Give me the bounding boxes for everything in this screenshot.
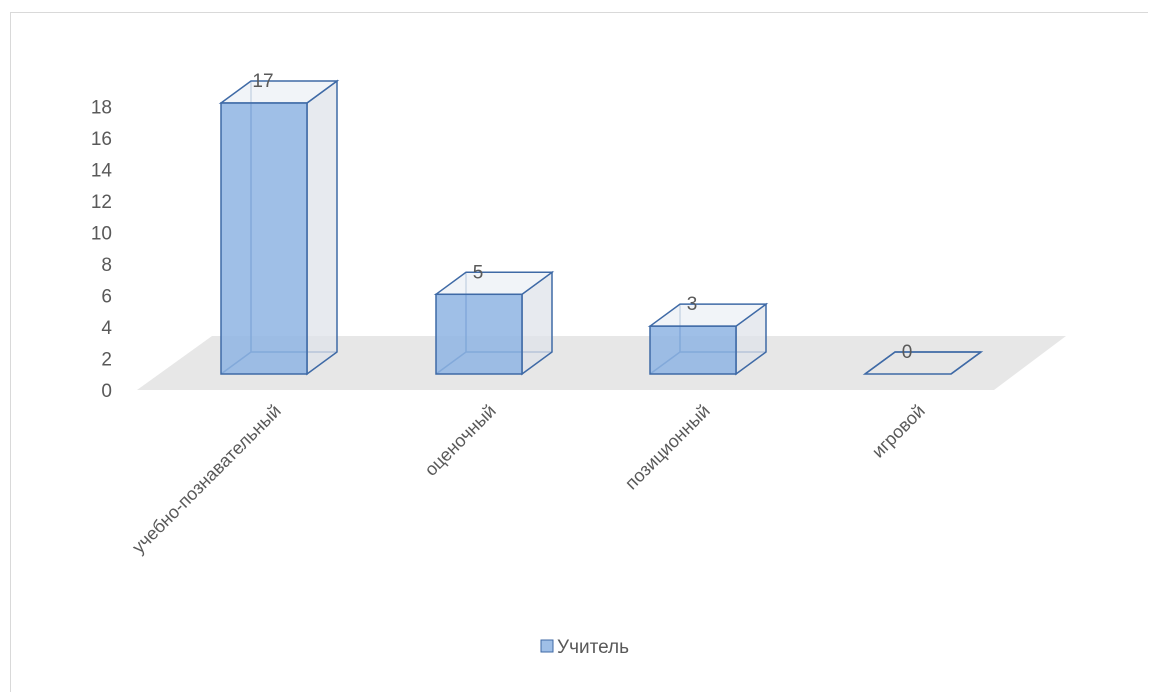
y-tick-label: 6 (101, 287, 112, 308)
y-tick-label: 10 (91, 224, 112, 245)
y-tick-label: 8 (101, 255, 112, 276)
x-tick-label: позиционный (621, 401, 714, 494)
y-tick-label: 4 (101, 318, 112, 339)
bar (650, 326, 736, 374)
legend-swatch (541, 640, 553, 652)
x-tick-label: игровой (868, 401, 929, 462)
data-label: 17 (252, 71, 273, 92)
y-tick-label: 14 (91, 161, 113, 182)
data-label: 5 (473, 262, 484, 283)
bar (436, 294, 522, 374)
bar (221, 103, 307, 374)
y-tick-label: 2 (101, 350, 112, 371)
bar-chart: 0 2 4 6 8 10 12 14 16 18 17 учебно-познавательный 5 о… (0, 0, 1150, 677)
data-label: 0 (902, 342, 913, 363)
data-label: 3 (687, 294, 698, 315)
y-tick-label: 0 (101, 381, 112, 402)
x-tick-label: оценочный (421, 401, 500, 480)
y-tick-label: 16 (91, 129, 112, 150)
x-tick-label: учебно-познавательный (128, 401, 285, 558)
bar-side-face (307, 81, 337, 374)
y-tick-label: 12 (91, 192, 112, 213)
y-tick-label: 18 (91, 98, 112, 119)
legend-label: Учитель (557, 637, 629, 658)
